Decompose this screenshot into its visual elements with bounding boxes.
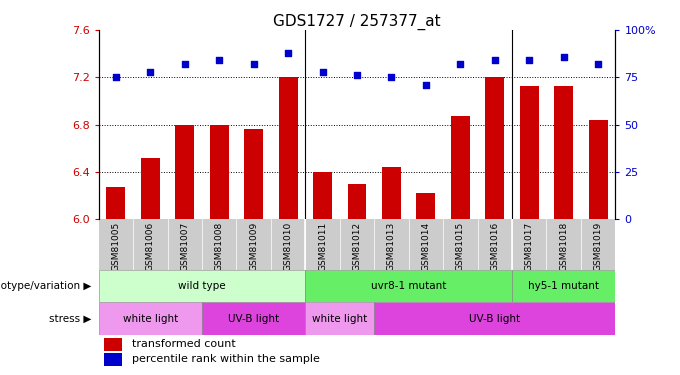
Text: hy5-1 mutant: hy5-1 mutant [528, 281, 599, 291]
Point [490, 57, 500, 63]
Point [593, 61, 604, 67]
Bar [202, 302, 305, 335]
Point [420, 82, 431, 88]
Text: percentile rank within the sample: percentile rank within the sample [132, 354, 320, 364]
Text: GSM81010: GSM81010 [284, 222, 292, 271]
Bar [589, 120, 608, 219]
Text: GSM81005: GSM81005 [112, 222, 120, 271]
Point [317, 69, 328, 75]
Point [558, 54, 569, 60]
Bar [486, 77, 505, 219]
Bar [347, 184, 367, 219]
Title: GDS1727 / 257377_at: GDS1727 / 257377_at [273, 14, 441, 30]
Point [386, 74, 397, 80]
Bar [451, 117, 470, 219]
Point [524, 57, 534, 63]
Text: transformed count: transformed count [132, 339, 236, 349]
Bar [209, 125, 228, 219]
Text: white light: white light [312, 314, 367, 324]
Bar [374, 302, 615, 335]
Text: stress ▶: stress ▶ [50, 314, 92, 324]
Bar [141, 158, 160, 219]
Text: GSM81013: GSM81013 [387, 222, 396, 271]
Text: white light: white light [122, 314, 178, 324]
Text: GSM81009: GSM81009 [249, 222, 258, 271]
Point [283, 50, 294, 56]
Bar [554, 86, 573, 219]
Bar [305, 302, 374, 335]
Point [455, 61, 466, 67]
Point [180, 61, 190, 67]
Bar [106, 188, 125, 219]
Text: GSM81017: GSM81017 [525, 222, 534, 271]
Bar [520, 86, 539, 219]
Text: GSM81019: GSM81019 [594, 222, 602, 271]
Bar [416, 194, 435, 219]
Bar [305, 270, 512, 302]
Bar [244, 129, 263, 219]
Text: UV-B light: UV-B light [228, 314, 279, 324]
Bar [382, 167, 401, 219]
Bar [313, 172, 332, 219]
Text: GSM81015: GSM81015 [456, 222, 465, 271]
Text: GSM81011: GSM81011 [318, 222, 327, 271]
Text: GSM81014: GSM81014 [422, 222, 430, 271]
Text: GSM81007: GSM81007 [180, 222, 189, 271]
Point [248, 61, 259, 67]
Point [214, 57, 224, 63]
Text: UV-B light: UV-B light [469, 314, 520, 324]
Text: GSM81006: GSM81006 [146, 222, 155, 271]
Bar [279, 77, 298, 219]
Text: GSM81008: GSM81008 [215, 222, 224, 271]
Bar [99, 302, 202, 335]
Bar [104, 353, 122, 366]
Text: GSM81016: GSM81016 [490, 222, 499, 271]
Bar [104, 338, 122, 351]
Text: GSM81012: GSM81012 [352, 222, 362, 271]
Text: genotype/variation ▶: genotype/variation ▶ [0, 281, 92, 291]
Point [145, 69, 156, 75]
Point [110, 74, 121, 80]
Bar [99, 270, 305, 302]
Text: GSM81018: GSM81018 [559, 222, 568, 271]
Point [352, 72, 362, 78]
Text: wild type: wild type [178, 281, 226, 291]
Text: uvr8-1 mutant: uvr8-1 mutant [371, 281, 446, 291]
Bar [175, 125, 194, 219]
Bar [512, 270, 615, 302]
